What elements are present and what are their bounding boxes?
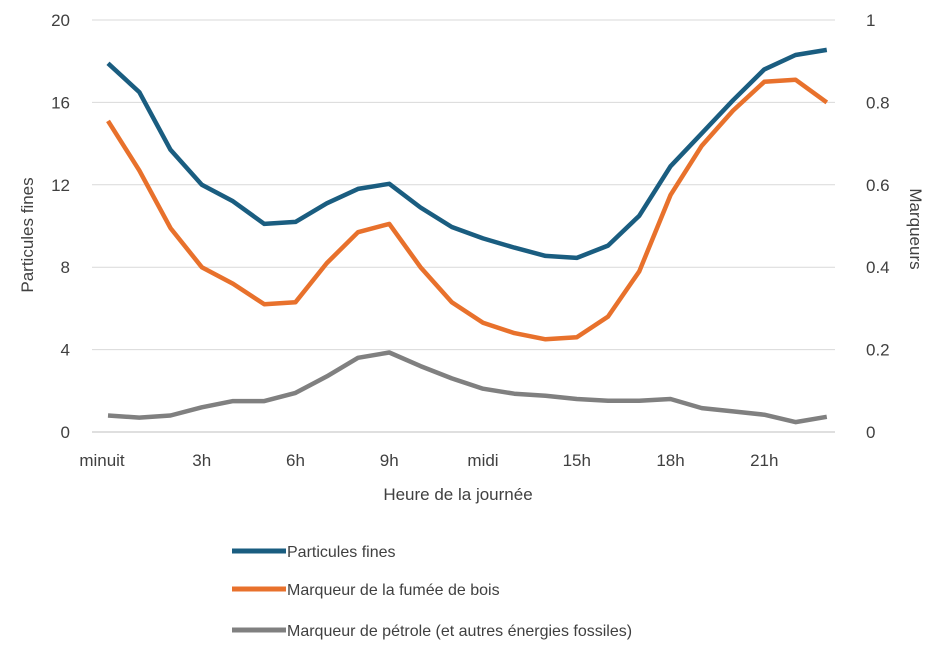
legend-label: Marqueur de la fumée de bois (287, 582, 500, 599)
x-tick-label: 9h (380, 451, 399, 470)
series-line-2 (106, 77, 829, 342)
x-tick-label: 18h (656, 451, 684, 470)
x-tick-label: midi (467, 451, 498, 470)
series-line-1 (106, 47, 828, 261)
x-tick-label: 15h (563, 451, 591, 470)
x-tick-label: 3h (192, 451, 211, 470)
x-tick-label: 21h (750, 451, 778, 470)
y2-tick-label: 0.8 (866, 93, 890, 112)
y-tick-label: 4 (61, 341, 70, 360)
x-tick-label: minuit (79, 451, 125, 470)
y2-tick-label: 0.6 (866, 176, 890, 195)
y2-tick-label: 1 (866, 11, 875, 30)
legend-label: Marqueur de pétrole (et autres énergies … (287, 623, 632, 640)
x-axis-title: Heure de la journée (383, 485, 532, 504)
y2-tick-label: 0.4 (866, 258, 890, 277)
y-tick-label: 8 (61, 258, 70, 277)
x-tick-label: 6h (286, 451, 305, 470)
y-tick-label: 16 (51, 93, 70, 112)
y-tick-label: 20 (51, 11, 70, 30)
y2-tick-label: 0 (866, 423, 875, 442)
y2-tick-label: 0.2 (866, 341, 890, 360)
y-tick-label: 12 (51, 176, 70, 195)
y2-axis-title: Marqueurs (906, 188, 925, 269)
legend-label: Particules fines (287, 544, 396, 561)
y-axis-title: Particules fines (18, 177, 37, 292)
series-line-3 (107, 350, 828, 425)
y-tick-label: 0 (61, 423, 70, 442)
